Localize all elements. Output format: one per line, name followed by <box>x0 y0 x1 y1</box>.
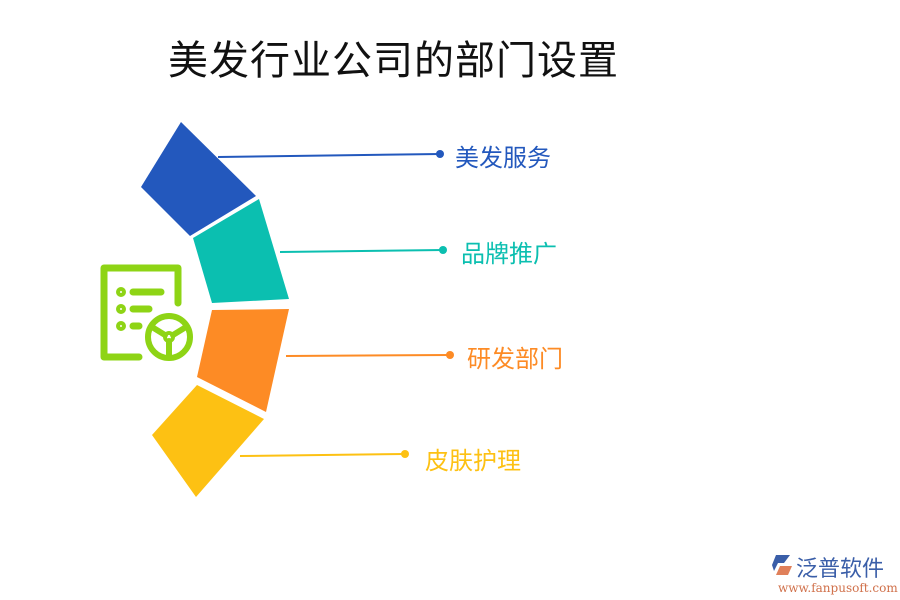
connector-2 <box>279 249 444 253</box>
logo-url: www.fanpusoft.com <box>778 581 898 595</box>
page-title: 美发行业公司的部门设置 <box>168 38 619 84</box>
connector-4 <box>239 453 406 457</box>
segment-1 <box>141 122 256 236</box>
connector-dot-2 <box>439 246 447 254</box>
department-label-2: 品牌推广 <box>461 240 557 268</box>
logo-icon <box>772 555 792 575</box>
segment-4 <box>152 385 264 497</box>
connector-1 <box>217 153 441 158</box>
segment-3 <box>197 309 289 412</box>
document-steering-wheel-icon <box>100 264 193 361</box>
department-label-4: 皮肤护理 <box>425 447 521 475</box>
segment-2 <box>193 199 289 303</box>
connector-3 <box>285 354 451 357</box>
logo-name: 泛普软件 <box>796 557 885 582</box>
connector-dot-1 <box>436 150 444 158</box>
department-label-1: 美发服务 <box>455 144 551 172</box>
connector-dot-4 <box>401 450 409 458</box>
connector-dot-3 <box>446 351 454 359</box>
department-label-3: 研发部门 <box>467 345 563 373</box>
